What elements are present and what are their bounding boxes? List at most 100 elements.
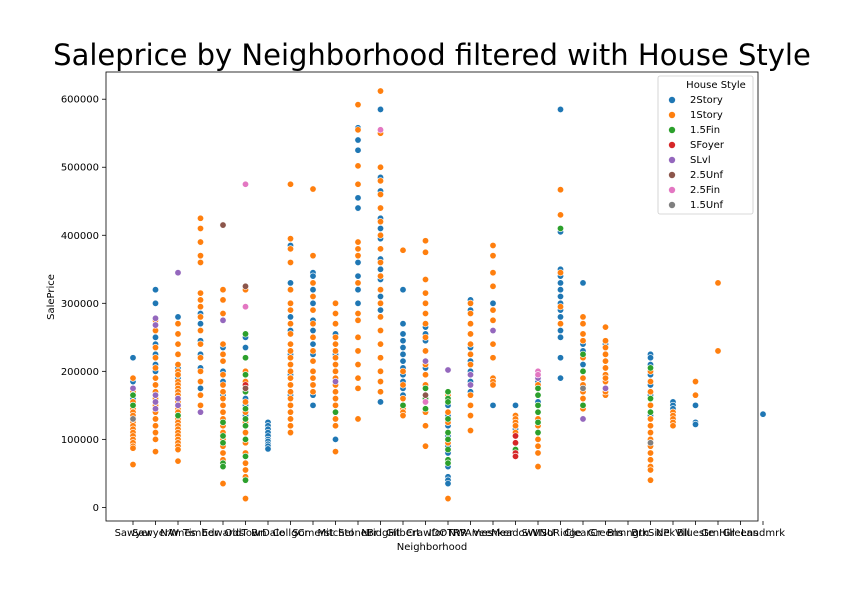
data-point-1story <box>219 286 227 294</box>
data-point-1story <box>129 374 137 382</box>
data-point-1story <box>309 347 317 355</box>
data-point-1story <box>219 395 227 403</box>
data-point-slvl <box>152 391 160 399</box>
data-point-1story <box>286 340 294 348</box>
data-point-1story <box>129 461 137 469</box>
data-point-15fin <box>421 405 429 413</box>
data-point-1story <box>354 361 362 369</box>
data-point-25fin <box>376 126 384 134</box>
data-point-1story <box>152 435 160 443</box>
data-point-1story <box>242 459 250 467</box>
data-point-1story <box>376 258 384 266</box>
data-point-15fin <box>646 408 654 416</box>
data-point-1story <box>152 364 160 372</box>
data-point-1story <box>421 237 429 245</box>
data-point-1story <box>331 415 339 423</box>
data-point-1story <box>466 401 474 409</box>
data-point-slvl <box>152 405 160 413</box>
legend-marker <box>668 201 676 209</box>
data-point-15fin <box>579 350 587 358</box>
data-point-1story <box>174 330 182 338</box>
x-tick-label: Blueste <box>677 528 714 539</box>
data-point-1story <box>219 381 227 389</box>
data-point-2story <box>376 398 384 406</box>
data-point-1story <box>152 374 160 382</box>
data-point-2story <box>354 204 362 212</box>
x-tick-label: NWAmes <box>448 528 493 539</box>
data-point-1story <box>534 449 542 457</box>
data-point-25unf <box>242 384 250 392</box>
data-point-1story <box>197 238 205 246</box>
x-tick-label: SawyerW <box>132 528 179 539</box>
data-point-2story <box>556 374 564 382</box>
legend-marker <box>668 141 676 149</box>
y-tick-label: 200000 <box>61 367 99 378</box>
data-point-15fin <box>242 452 250 460</box>
data-point-1story <box>331 422 339 430</box>
data-point-1story <box>219 310 227 318</box>
x-tick-label: GrnHill <box>701 528 735 539</box>
data-point-1story <box>489 381 497 389</box>
data-point-1story <box>601 350 609 358</box>
data-point-1story <box>646 466 654 474</box>
data-point-1story <box>556 211 564 219</box>
data-point-15fin <box>579 401 587 409</box>
data-point-1story <box>219 480 227 488</box>
data-point-slvl <box>174 401 182 409</box>
data-point-1story <box>286 374 294 382</box>
data-point-2story <box>129 354 137 362</box>
data-point-15fin <box>242 476 250 484</box>
x-tick-label: StoneBr <box>338 528 379 539</box>
data-point-1story <box>489 306 497 314</box>
data-point-1story <box>197 401 205 409</box>
data-point-1story <box>646 422 654 430</box>
data-point-1story <box>466 361 474 369</box>
x-tick-label: ClearCr <box>564 528 602 539</box>
data-point-1story <box>421 275 429 283</box>
data-point-1story <box>714 279 722 287</box>
data-point-15fin <box>129 391 137 399</box>
data-point-1story <box>421 333 429 341</box>
chart-title: Saleprice by Neighborhood filtered with … <box>53 38 811 72</box>
data-point-1story <box>174 446 182 454</box>
x-tick-label: Greens <box>588 528 624 539</box>
plot-area <box>105 71 759 522</box>
legend-marker <box>668 156 676 164</box>
data-point-2story <box>444 480 452 488</box>
data-point-1story <box>466 427 474 435</box>
data-point-2story <box>399 320 407 328</box>
data-point-slvl <box>152 398 160 406</box>
data-point-1story <box>309 279 317 287</box>
data-point-1story <box>286 330 294 338</box>
data-point-slvl <box>197 408 205 416</box>
data-point-15unf <box>646 439 654 447</box>
data-point-2story <box>556 313 564 321</box>
data-point-2story <box>556 354 564 362</box>
data-point-15fin <box>579 367 587 375</box>
data-point-2story <box>354 286 362 294</box>
data-point-15fin <box>129 401 137 409</box>
data-point-2story <box>376 224 384 232</box>
data-point-1story <box>286 408 294 416</box>
data-point-1story <box>646 415 654 423</box>
legend-box <box>657 75 754 215</box>
data-point-2story <box>331 435 339 443</box>
data-point-1story <box>219 371 227 379</box>
data-point-slvl <box>129 384 137 392</box>
data-point-2story <box>309 340 317 348</box>
data-point-1story <box>219 401 227 409</box>
data-point-2story <box>354 272 362 280</box>
data-point-2story <box>152 333 160 341</box>
data-point-1story <box>152 415 160 423</box>
data-point-1story <box>286 401 294 409</box>
data-point-1story <box>331 395 339 403</box>
data-point-1story <box>197 289 205 297</box>
y-tick-label: 0 <box>93 503 99 514</box>
data-point-2story <box>197 384 205 392</box>
data-point-2story <box>691 420 699 428</box>
data-point-1story <box>309 252 317 260</box>
data-point-1story <box>646 378 654 386</box>
data-point-1story <box>444 408 452 416</box>
data-point-1story <box>354 333 362 341</box>
